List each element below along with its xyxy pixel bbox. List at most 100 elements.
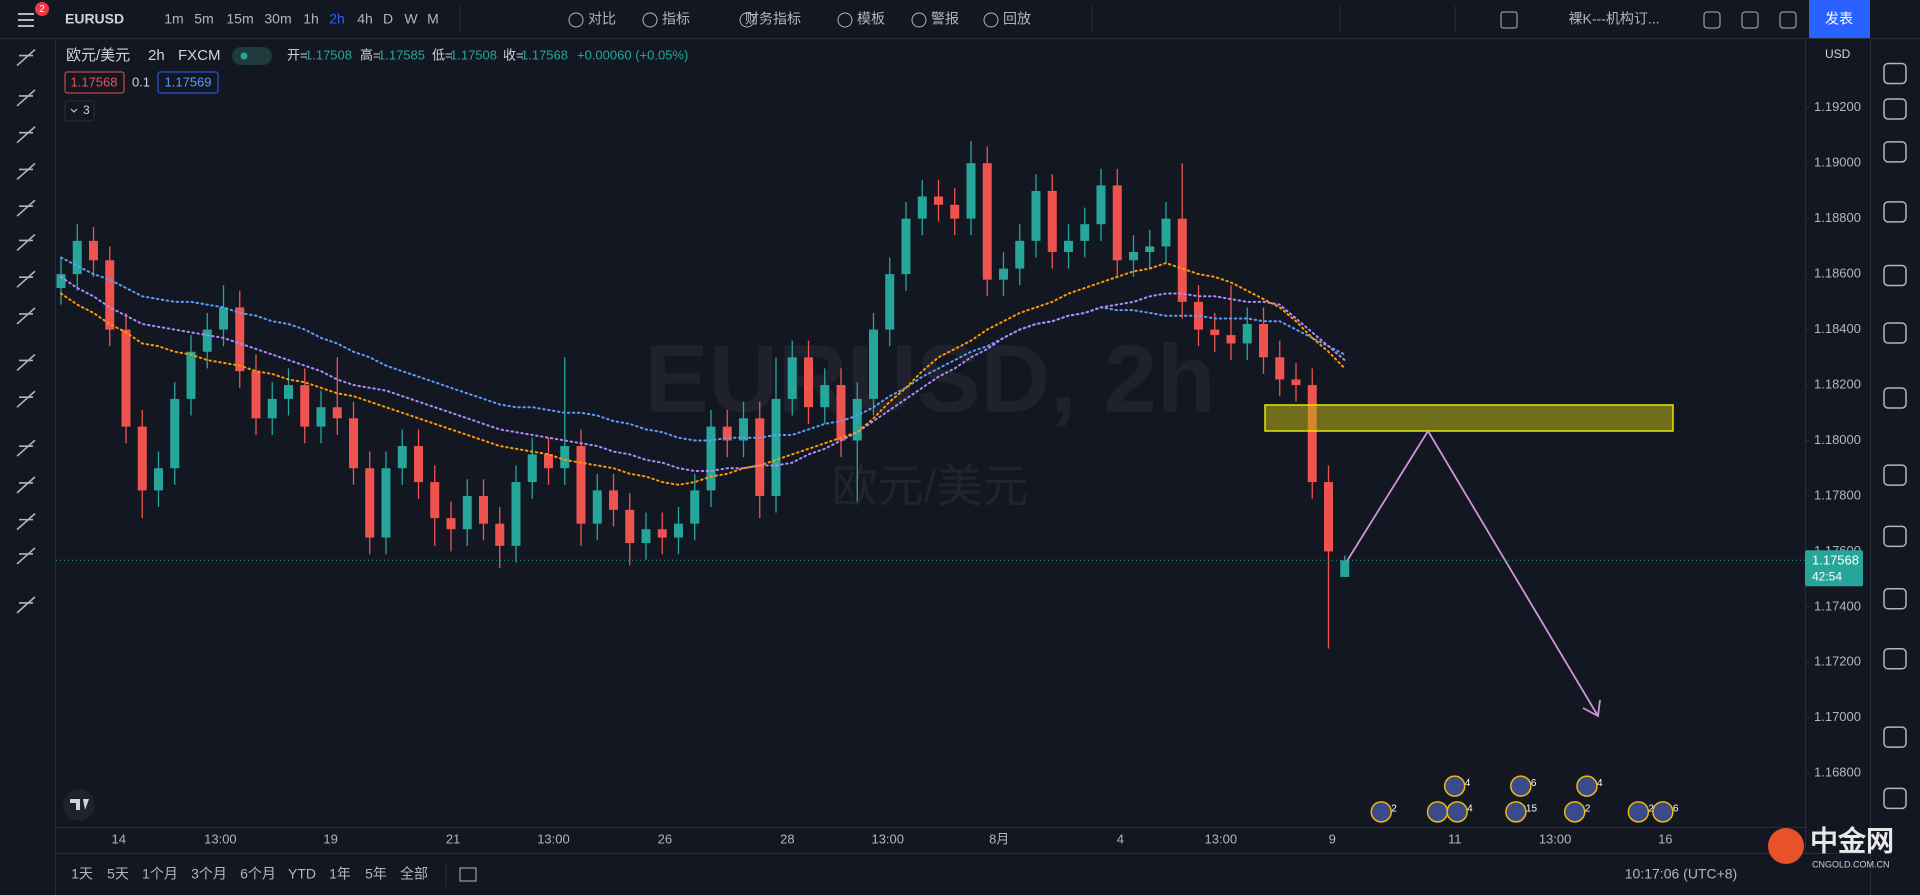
widget-icon[interactable] [1883,464,1907,486]
currency-selector[interactable]: USD [1825,47,1851,61]
candle-body [202,329,212,352]
drawing-tool[interactable] [16,476,36,494]
range-button[interactable]: 5年 [365,866,387,882]
interval-button[interactable]: 30m [264,11,291,27]
candle-body [901,218,911,275]
clock: 10:17:06 (UTC+8) [1625,866,1737,882]
candle-body [137,426,147,491]
drawing-tool[interactable] [16,270,36,288]
drawing-tool[interactable] [16,233,36,252]
drawing-tool[interactable] [16,353,36,372]
economic-event[interactable] [1505,801,1527,823]
compare-button[interactable]: 对比 [588,11,616,27]
alerts-button-icon [911,12,927,28]
economic-event[interactable] [1446,801,1468,823]
widget-icon[interactable] [1883,387,1907,409]
x-tick-label: 4 [1117,831,1124,846]
candle-body [722,426,732,441]
drawing-tool[interactable] [16,307,36,325]
widget-icon[interactable] [1883,787,1907,810]
range-button[interactable]: 全部 [400,866,428,882]
widget-icon[interactable] [1883,648,1907,670]
economic-event[interactable] [1370,801,1392,823]
candle-body [397,446,407,469]
range-button[interactable]: 1年 [329,866,351,882]
drawing-tool[interactable] [16,89,36,107]
interval-button[interactable]: 2h [329,11,345,27]
interval-button[interactable]: 1h [303,11,319,27]
drawing-tool[interactable] [16,199,36,217]
spread: 0.1 [132,74,150,89]
y-tick-label: 1.18400 [1814,321,1861,336]
interval-button[interactable]: 15m [226,11,253,27]
range-button[interactable]: 3个月 [191,866,227,882]
drawing-tool[interactable] [16,439,36,457]
replay-button[interactable]: 回放 [1003,11,1031,27]
drawing-tool[interactable] [16,513,36,531]
drawing-tool[interactable] [16,547,36,565]
interval-button[interactable]: D [383,11,393,27]
drawing-tool[interactable] [16,596,36,614]
economic-event[interactable] [1443,775,1466,797]
interval-button[interactable]: W [404,11,418,27]
interval-button[interactable]: 5m [194,11,213,27]
drawing-tool[interactable] [16,390,36,408]
candle-body [1194,301,1203,330]
interval-button[interactable]: M [427,11,439,27]
y-tick-label: 1.16800 [1814,765,1861,780]
toolbar-icon[interactable] [1703,11,1721,29]
widget-icon[interactable] [1883,264,1907,287]
candle-body [462,495,472,530]
range-button[interactable]: YTD [288,866,316,882]
widget-icon[interactable] [1883,141,1907,163]
buy-button[interactable] [157,71,219,94]
market-status [232,47,272,65]
widget-icon[interactable] [1883,588,1907,610]
layout-toggle[interactable] [1500,11,1518,29]
widget-icon[interactable] [1883,98,1907,120]
widget-icon[interactable] [1883,62,1907,85]
alerts-button[interactable]: 警报 [931,11,959,27]
interval-button[interactable]: 4h [357,11,373,27]
goto-date[interactable] [459,867,477,882]
candle-body [641,529,651,544]
widget-icon[interactable] [1883,322,1907,344]
x-tick-label: 13:00 [1205,831,1238,846]
candle-body [609,490,618,510]
economic-event[interactable] [1627,801,1650,823]
economic-event[interactable] [1563,801,1586,823]
widget-icon[interactable] [1883,726,1907,748]
collapse-indicators[interactable] [64,100,95,122]
range-button[interactable]: 1天 [71,866,93,882]
candle-body [527,454,537,483]
toolbar-icon[interactable] [1779,11,1797,29]
financials-button[interactable]: 财务指标 [745,11,801,27]
widget-icon[interactable] [1883,525,1907,548]
economic-event[interactable] [1652,801,1674,823]
publish-button[interactable] [1809,0,1870,38]
toolbar-icon[interactable] [1741,11,1759,29]
economic-event[interactable] [1510,775,1532,797]
templates-button[interactable]: 模板 [857,11,885,27]
range-button[interactable]: 6个月 [240,866,276,882]
candle-body [657,529,667,538]
sell-button[interactable] [64,71,125,94]
interval-button[interactable]: 1m [164,11,183,27]
economic-event[interactable] [1576,775,1598,797]
drawing-tool[interactable] [16,162,36,181]
drawing-tool[interactable] [16,126,36,144]
candle-body [349,418,358,469]
candle-body [56,274,66,288]
economic-event[interactable] [1426,801,1449,823]
indicators-button[interactable]: 指标 [662,11,690,27]
drawing-tool[interactable] [16,48,36,67]
layout-name[interactable]: 裸K---机构订... [1569,11,1660,27]
range-button[interactable]: 1个月 [142,866,178,882]
candle-body [365,468,375,538]
symbol-search[interactable]: EURUSD [65,11,124,27]
financials-button-icon [739,12,755,28]
candle-body [544,454,553,469]
widget-icon[interactable] [1883,201,1907,223]
range-button[interactable]: 5天 [107,866,129,882]
symbol-name: 欧元/美元 [66,47,130,64]
